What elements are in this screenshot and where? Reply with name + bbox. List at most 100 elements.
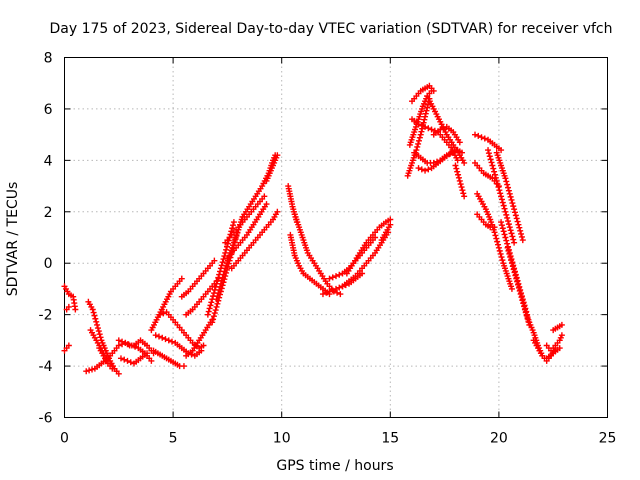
data-point [210,313,217,320]
data-point [508,285,515,292]
data-point [491,171,498,178]
y-tick-label: 4 [44,153,53,169]
data-point [500,228,507,235]
data-point [478,134,485,141]
axis-ticks [64,57,608,418]
data-point [178,275,185,282]
data-point [93,318,100,325]
data-point [504,244,511,251]
data-point [452,162,459,169]
data-point [124,357,131,364]
data-point [501,205,508,212]
data-point [148,357,155,364]
data-point [200,342,207,349]
data-point [519,237,526,244]
data-point [418,122,425,129]
data-point [495,241,502,248]
data-point [521,303,528,310]
data-point [507,193,514,200]
data-point [418,166,425,173]
data-point [425,125,432,132]
data-point [213,303,220,310]
data-point [204,311,211,318]
data-point [461,193,468,200]
data-point [513,275,520,282]
data-point [213,296,220,303]
data-point [456,177,463,184]
data-point [109,365,116,372]
grid [64,57,608,418]
data-point [416,134,423,141]
data-point [219,274,226,281]
data-point [520,300,527,307]
y-tick-label: 8 [44,51,53,67]
data-point [223,243,230,250]
data-point [498,147,505,154]
data-point [211,310,218,317]
data-point [334,289,341,296]
data-point [502,234,509,241]
plot-frame [64,57,608,418]
chart-title: Day 175 of 2023, Sidereal Day-to-day VTE… [49,21,612,37]
data-point [514,278,521,285]
data-point [488,159,495,166]
data-point [206,305,213,312]
data-point [493,235,500,242]
data-point [152,332,159,339]
data-point [498,193,505,200]
y-tick-label: -2 [39,308,53,324]
data-point [508,260,515,267]
data-point [518,230,525,237]
data-point [86,367,93,374]
data-point [514,218,521,225]
data-point [519,297,526,304]
data-point [515,281,522,288]
data-point [92,315,99,322]
data-point [457,181,464,188]
data-point [455,174,462,181]
data-point [159,334,166,341]
data-point [512,272,519,279]
data-point [212,307,219,314]
y-tick-label: 2 [44,205,53,221]
data-point [518,294,525,301]
x-tick-label: 5 [169,431,178,447]
data-point [508,257,515,264]
data-point [214,293,221,300]
data-point [459,187,466,194]
x-tick-label: 20 [490,431,508,447]
data-point [205,308,212,315]
data-point [494,238,501,245]
data-point [165,337,172,344]
data-point [218,277,225,284]
data-point [211,257,218,264]
data-point [558,332,565,339]
data-point [511,206,518,213]
x-axis-label: GPS time / hours [276,458,393,474]
data-point [516,224,523,231]
data-point [492,174,499,181]
data-point [222,249,229,256]
data-point [496,187,503,194]
data-point [422,113,429,120]
data-point [556,345,563,352]
data-point [424,101,431,108]
data-point [144,350,151,357]
x-tick-label: 15 [381,431,399,447]
data-point [115,342,122,349]
data-point [494,181,501,188]
data-point [495,244,502,251]
data-point [502,208,509,215]
data-point [453,165,460,172]
data-point [456,139,463,146]
data-point [169,338,176,345]
data-point [498,222,505,229]
data-point [499,225,506,232]
data-point [425,166,432,173]
data-point [509,233,516,240]
data-point [113,368,120,375]
data-point [337,291,344,298]
data-point [500,202,507,209]
data-point [496,247,503,254]
data-point [336,271,343,278]
